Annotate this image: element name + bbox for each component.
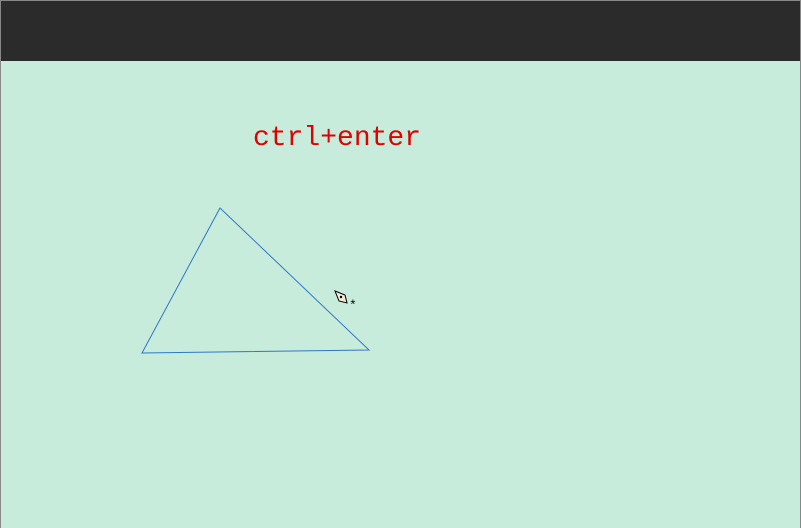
- triangle-path[interactable]: [142, 208, 369, 353]
- app-window: ctrl+enter *: [0, 0, 801, 528]
- keyboard-hint-text: ctrl+enter: [253, 123, 421, 154]
- toolbar: [1, 1, 800, 61]
- canvas[interactable]: ctrl+enter *: [1, 61, 800, 528]
